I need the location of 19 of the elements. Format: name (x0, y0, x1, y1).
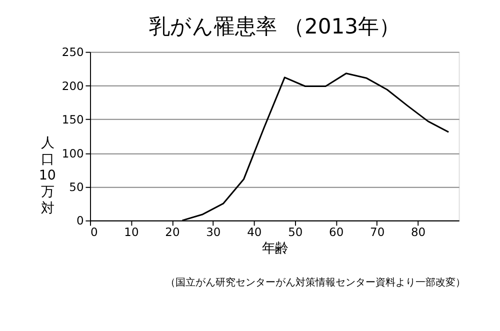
y-tick-label: 0 (76, 214, 84, 228)
chart-title: 乳がん罹患率 （2013年） (148, 14, 400, 39)
y-tick-label: 200 (62, 78, 84, 93)
x-tick-label: 0 (90, 225, 98, 240)
x-tick-label: 70 (370, 225, 385, 240)
x-tick-label: 30 (206, 225, 221, 240)
y-tick-label: 100 (62, 146, 84, 160)
x-tick-label: 10 (124, 225, 139, 240)
x-tick-label: 60 (329, 225, 344, 240)
y-tick-label: 150 (62, 112, 84, 127)
y-tick-label: 50 (69, 180, 84, 194)
x-tick-label: 40 (247, 225, 262, 240)
y-tick-label: 250 (62, 45, 84, 60)
y-axis-title: 人口10万対 (38, 136, 56, 216)
x-tick-label: 20 (165, 225, 180, 240)
x-axis-title: 年齢 (262, 242, 288, 257)
x-tick-label: 50 (288, 225, 303, 240)
text: （国立がん研究センターがん対策情報センター資料より一部改変） (166, 276, 466, 289)
x-tick-label: 80 (411, 225, 426, 240)
